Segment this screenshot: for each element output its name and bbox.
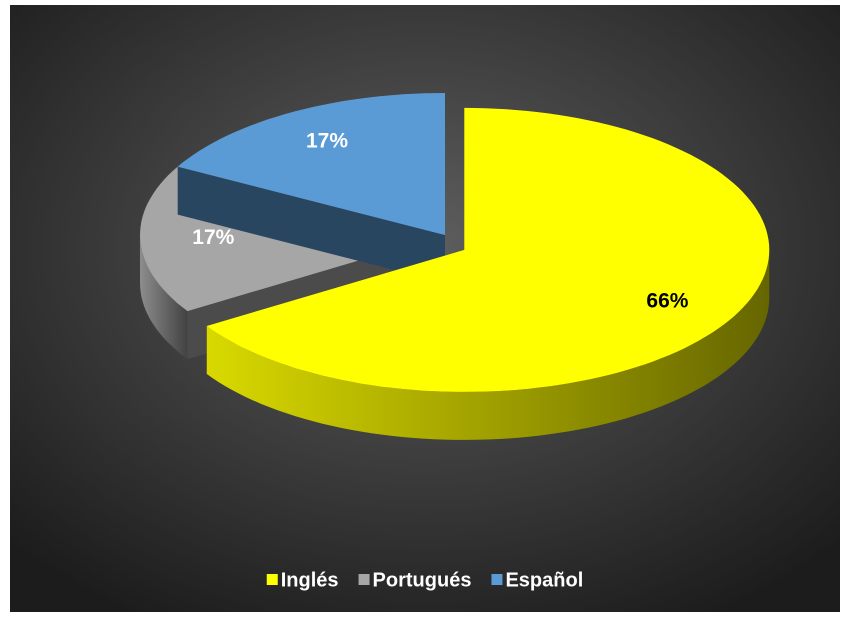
data-label: 66% — [646, 289, 688, 312]
legend: Inglés Portugués Español — [266, 569, 583, 591]
slice-top — [206, 107, 770, 392]
slice-side — [206, 249, 770, 440]
slice-wall — [177, 166, 445, 283]
data-label: 17% — [192, 226, 234, 249]
slice — [177, 93, 445, 283]
legend-swatch — [491, 574, 503, 585]
legend-label: Español — [505, 569, 583, 591]
pie: 66% 17% 17% — [140, 93, 770, 440]
legend-swatch — [358, 574, 370, 585]
data-label: 17% — [306, 130, 348, 153]
slice — [206, 107, 770, 440]
legend-label: Inglés — [281, 569, 339, 591]
legend-swatch — [266, 574, 278, 585]
slice-side — [140, 235, 188, 360]
legend-label: Portugués — [373, 569, 472, 591]
slice-top — [177, 93, 445, 235]
